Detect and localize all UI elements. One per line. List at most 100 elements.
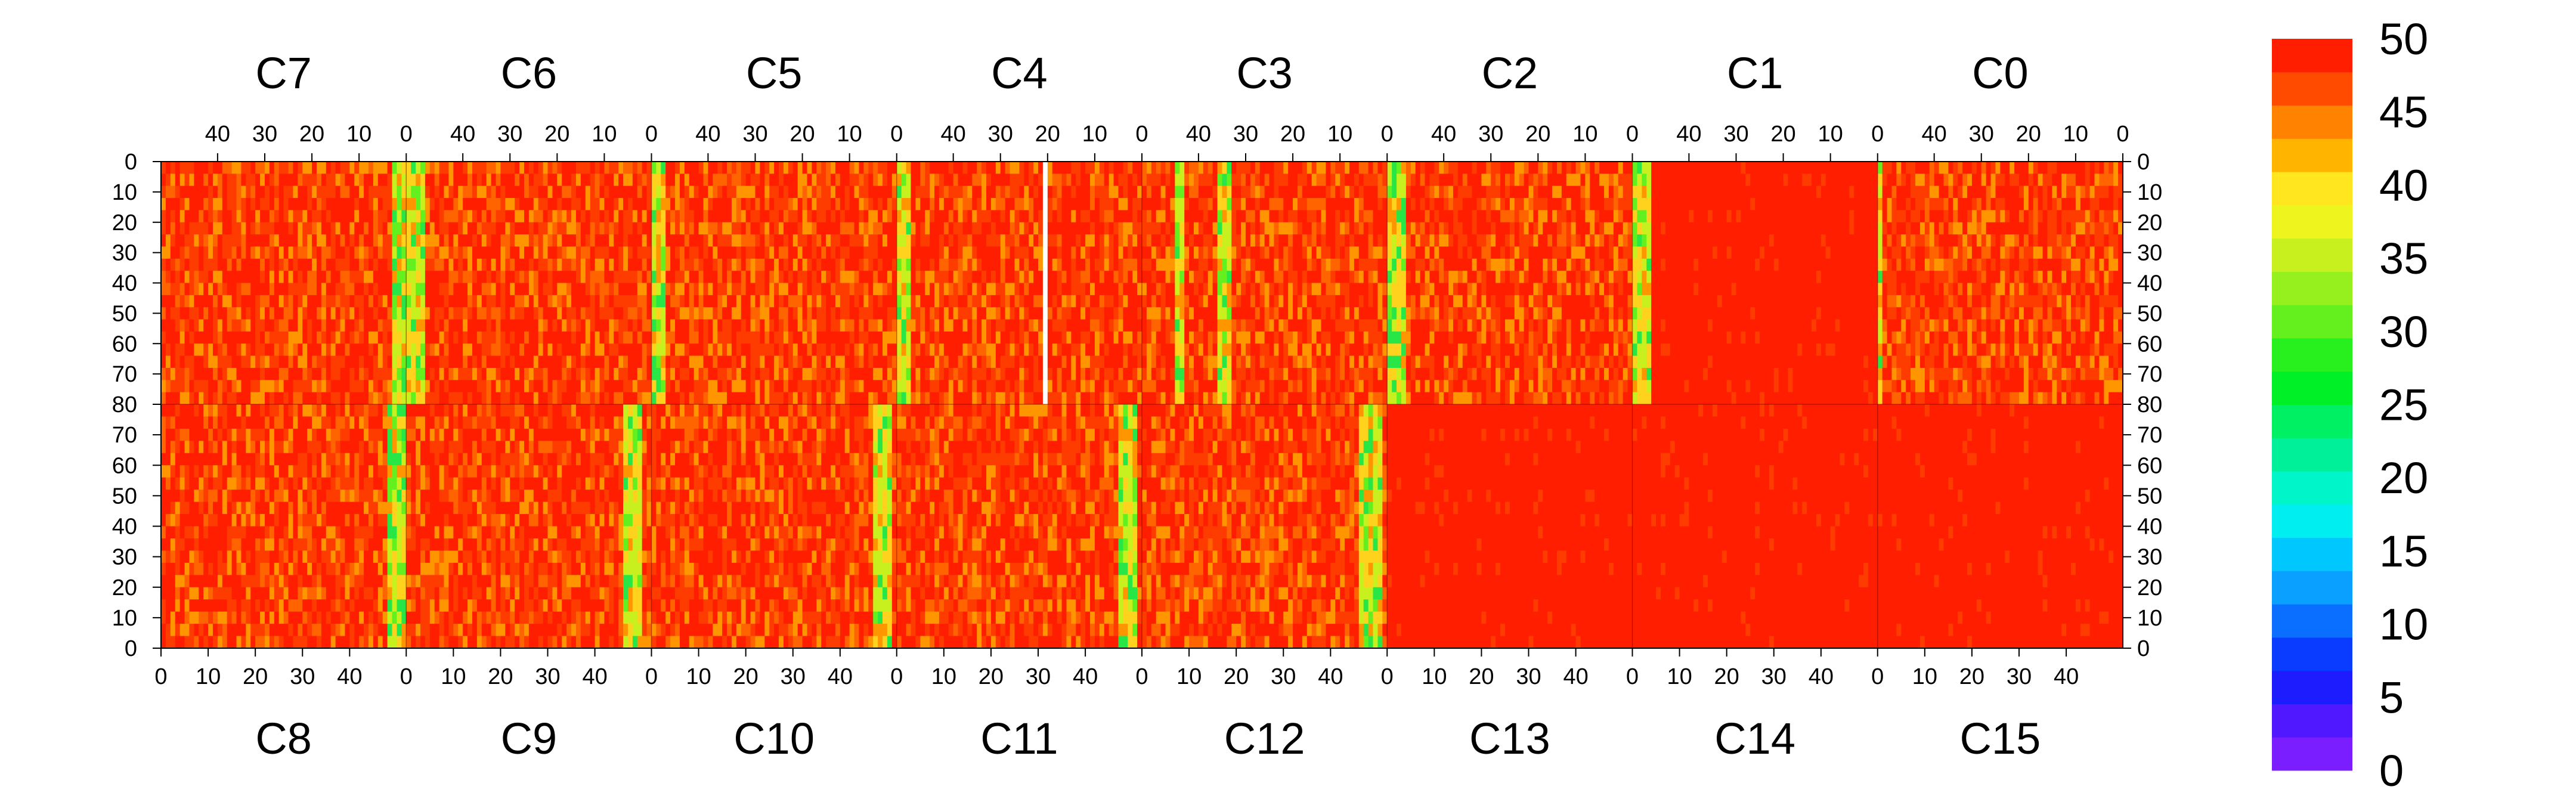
heatmap-cell — [915, 367, 921, 380]
heatmap-cell — [1099, 319, 1105, 332]
heatmap-cell — [1316, 307, 1322, 320]
heatmap-cell — [246, 295, 251, 308]
heatmap-cell — [1179, 222, 1185, 235]
heatmap-cell — [750, 271, 756, 284]
heatmap-cell — [1330, 162, 1336, 174]
heatmap-cell — [298, 283, 303, 296]
heatmap-cell — [326, 319, 332, 332]
heatmap-cell — [618, 392, 624, 405]
heatmap-cell — [411, 234, 416, 247]
heatmap-cell — [406, 210, 411, 223]
heatmap-cell — [1179, 162, 1185, 174]
heatmap-cell — [377, 210, 383, 223]
heatmap-cell — [703, 392, 709, 405]
heatmap-cell — [472, 283, 478, 296]
heatmap-cell — [420, 258, 426, 271]
heatmap-cell — [476, 162, 482, 174]
heatmap-cell — [1297, 367, 1303, 380]
heatmap-cell — [1278, 295, 1284, 308]
heatmap-cell — [958, 222, 964, 235]
heatmap-cell — [1057, 185, 1063, 199]
heatmap-cell — [189, 331, 194, 344]
heatmap-cell — [298, 185, 303, 199]
heatmap-cell — [250, 162, 256, 174]
heatmap-cell — [651, 185, 657, 199]
heatmap-cell — [552, 283, 558, 296]
heatmap-cell — [481, 355, 487, 369]
heatmap-cell — [448, 283, 454, 296]
heatmap-cell — [1288, 295, 1293, 308]
heatmap-cell — [1029, 307, 1034, 320]
heatmap-cell — [316, 162, 322, 174]
heatmap-cell — [1330, 246, 1336, 259]
heatmap-cell — [429, 380, 435, 393]
heatmap-cell — [849, 392, 855, 405]
heatmap-cell — [1104, 271, 1110, 284]
heatmap-cell — [1104, 162, 1110, 174]
heatmap-cell — [684, 198, 690, 210]
heatmap-cell — [972, 319, 977, 332]
heatmap-cell — [377, 185, 383, 199]
heatmap-cell — [1123, 295, 1128, 308]
heatmap-cell — [977, 234, 982, 247]
heatmap-cell — [651, 258, 657, 271]
heatmap-cell — [1038, 380, 1044, 393]
heatmap-cell — [906, 162, 912, 174]
heatmap-cell — [1302, 343, 1308, 357]
heatmap-cell — [783, 331, 789, 344]
heatmap-cell — [599, 295, 605, 308]
heatmap-cell — [750, 185, 756, 199]
heatmap-cell — [1061, 210, 1067, 223]
heatmap-cell — [745, 319, 751, 332]
heatmap-cell — [713, 295, 718, 308]
heatmap-cell — [750, 198, 756, 210]
heatmap-cell — [217, 198, 223, 210]
heatmap-cell — [972, 234, 977, 247]
heatmap-cell — [977, 319, 982, 332]
heatmap-cell — [1076, 258, 1081, 271]
heatmap-cell — [1179, 271, 1185, 284]
heatmap-cell — [161, 392, 166, 405]
heatmap-cell — [1109, 246, 1114, 259]
heatmap-cell — [557, 343, 562, 357]
heatmap-cell — [656, 210, 661, 223]
heatmap-cell — [1151, 331, 1157, 344]
heatmap-cell — [1274, 174, 1279, 187]
heatmap-cell — [515, 307, 520, 320]
heatmap-cell — [698, 174, 704, 187]
heatmap-cell — [891, 198, 897, 210]
heatmap-cell — [486, 355, 492, 369]
heatmap-cell — [821, 283, 826, 296]
heatmap-cell — [165, 174, 171, 187]
heatmap-cell — [1085, 331, 1091, 344]
heatmap-cell — [812, 210, 817, 223]
heatmap-cell — [849, 185, 855, 199]
heatmap-cell — [1165, 246, 1171, 259]
heatmap-cell — [1047, 271, 1053, 284]
heatmap-cell — [887, 319, 893, 332]
heatmap-cell — [731, 210, 737, 223]
heatmap-cell — [604, 367, 609, 380]
heatmap-cell — [199, 234, 204, 247]
heatmap-cell — [1179, 283, 1185, 296]
heatmap-cell — [575, 319, 581, 332]
heatmap-cell — [217, 392, 223, 405]
heatmap-cell — [194, 210, 199, 223]
heatmap-cell — [1297, 343, 1303, 357]
heatmap-cell — [878, 283, 883, 296]
heatmap-cell — [727, 246, 732, 259]
heatmap-cell — [750, 246, 756, 259]
heatmap-cell — [930, 295, 935, 308]
heatmap-cell — [1326, 331, 1331, 344]
heatmap-cell — [930, 222, 935, 235]
heatmap-cell — [783, 210, 789, 223]
heatmap-cell — [1113, 355, 1119, 369]
heatmap-cell — [1175, 355, 1180, 369]
heatmap-cell — [684, 271, 690, 284]
heatmap-cell — [1179, 258, 1185, 271]
heatmap-cell — [722, 258, 727, 271]
heatmap-cell — [194, 198, 199, 210]
heatmap-cell — [1071, 174, 1076, 187]
heatmap-cell — [213, 307, 218, 320]
heatmap-cell — [849, 198, 855, 210]
